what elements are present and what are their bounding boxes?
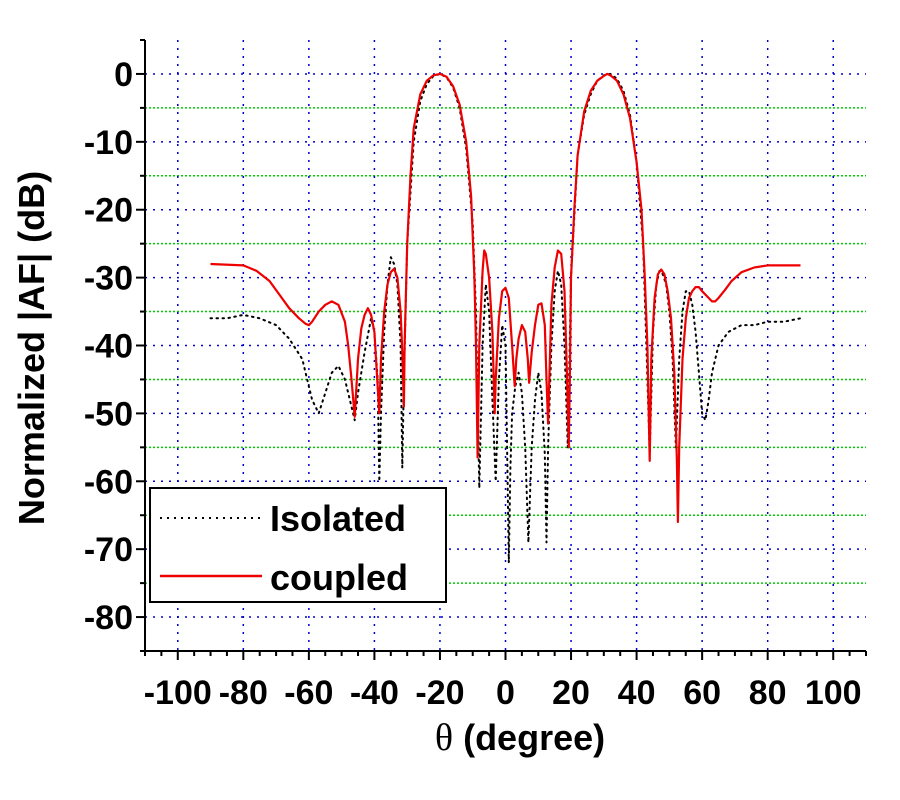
x-tick-label: -100 [144,674,212,712]
x-tick-label: -20 [415,674,464,712]
y-tick-label: -40 [84,328,133,366]
y-tick-label: -10 [84,124,133,162]
x-tick-label: 100 [805,674,862,712]
x-tick-label: 80 [749,674,787,712]
y-axis-title: Normalized |AF| (dB) [11,171,53,525]
x-tick-label: -80 [219,674,268,712]
x-axis-title: θ (degree) [435,717,605,759]
y-tick-label: -80 [84,599,133,637]
x-axis-title-text: (degree) [453,717,605,758]
axes [136,39,867,660]
x-tick-label: 20 [552,674,590,712]
legend-label-isolated: Isolated [270,498,406,539]
legend-label-coupled: coupled [270,557,408,598]
y-tick-label: -60 [84,463,133,501]
series-line-coupled [210,72,801,524]
x-axis-theta: θ [435,717,453,759]
x-tick-label: 60 [683,674,721,712]
legend-box [149,487,447,603]
y-tick-label: 0 [114,56,133,94]
y-tick-label: -20 [84,192,133,230]
y-tick-label: -50 [84,395,133,433]
y-tick-label: -30 [84,260,133,298]
x-tick-label: -40 [350,674,399,712]
series [209,72,802,564]
x-tick-label: 0 [496,674,515,712]
tick-labels: 0-10-20-30-40-50-60-70-80-100 -80 -60 -40 -2… [84,56,862,712]
y-tick-label: -70 [84,531,133,569]
x-tick-label: 40 [618,674,656,712]
x-tick-label: -60 [284,674,333,712]
legend: Isolated coupled [149,487,447,603]
